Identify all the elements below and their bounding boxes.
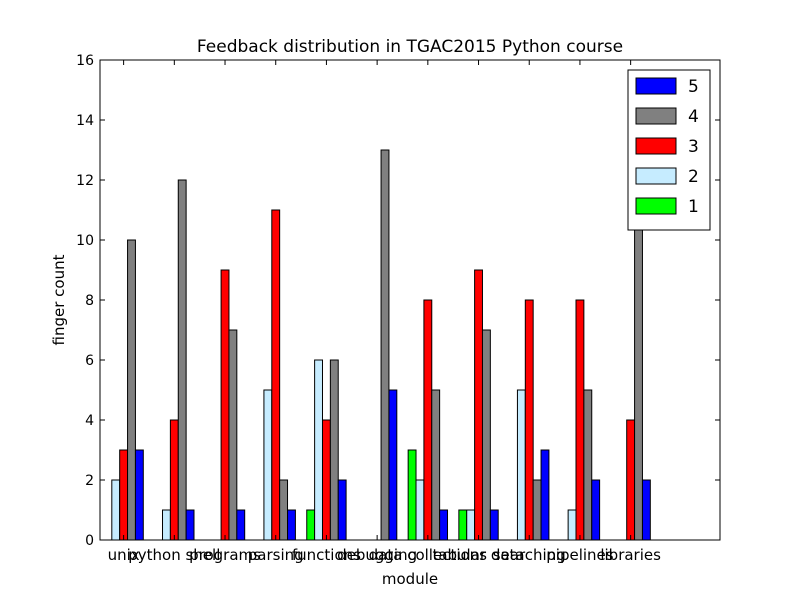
bar-series-2-searching — [516, 389, 526, 541]
legend-label-4: 4 — [688, 107, 699, 127]
bar-series-1-functions — [306, 509, 316, 541]
bar-series-5-libraries — [641, 479, 651, 541]
x-tick-label: searching — [493, 546, 566, 564]
y-tick-label: 6 — [85, 353, 94, 369]
y-tick-label: 16 — [76, 53, 94, 69]
bar-series-4-pipelines — [583, 389, 593, 541]
x-tick-label: python shell — [128, 546, 220, 564]
x-tick-label: parsing — [248, 546, 304, 564]
bar-series-2-pipelines — [567, 509, 577, 541]
bar-series-4-searching — [532, 479, 542, 541]
legend-swatch-1 — [635, 197, 677, 215]
y-tick-label: 2 — [85, 473, 94, 489]
bar-series-3-tabular-data — [474, 269, 483, 541]
bar-series-4-debugging — [380, 149, 390, 541]
legend-label-5: 5 — [688, 77, 699, 97]
x-tick-label: programs — [189, 546, 261, 564]
y-tick-label: 14 — [76, 113, 94, 129]
chart-title: Feedback distribution in TGAC2015 Python… — [197, 37, 623, 57]
x-tick-label: unix — [108, 546, 140, 564]
bar-series-5-parsing — [287, 509, 296, 541]
bar-series-5-debugging — [388, 389, 398, 541]
bar-series-5-pipelines — [591, 479, 601, 541]
bar-series-5-python-shell — [185, 509, 195, 541]
y-tick-label: 4 — [85, 413, 94, 429]
bar-series-2-data-collections — [415, 479, 425, 541]
y-axis-label: finger count — [50, 254, 68, 345]
bar-series-1-tabular-data — [458, 509, 468, 541]
x-axis-label: module — [382, 570, 438, 588]
legend-label-2: 2 — [688, 167, 699, 187]
bar-series-3-searching — [524, 299, 534, 541]
bar-series-3-libraries — [626, 419, 636, 541]
bar-series-3-functions — [321, 419, 331, 541]
bar-series-4-unix — [127, 239, 136, 541]
bar-series-3-python-shell — [169, 419, 179, 541]
x-tick-label: data collections — [369, 546, 488, 564]
bar-series-2-python-shell — [162, 509, 171, 541]
bar-series-4-libraries — [634, 209, 643, 541]
bar-series-4-python-shell — [177, 179, 187, 541]
bar-series-3-parsing — [271, 209, 281, 541]
bar-series-2-functions — [314, 359, 323, 541]
bars-group — [111, 149, 651, 541]
legend-swatch-4 — [635, 107, 677, 125]
legend-label-3: 3 — [688, 137, 699, 157]
bar-series-4-functions — [329, 359, 339, 541]
y-tick-label: 10 — [76, 233, 94, 249]
y-tick-label: 8 — [85, 293, 94, 309]
x-tick-label: pipelines — [546, 546, 614, 564]
legend-swatch-3 — [635, 137, 677, 155]
bar-series-4-tabular-data — [481, 329, 491, 541]
bar-series-2-unix — [111, 479, 121, 541]
bar-series-5-data-collections — [439, 509, 449, 541]
legend-label-1: 1 — [688, 197, 699, 217]
bar-series-5-unix — [134, 449, 144, 541]
bar-series-5-searching — [540, 449, 550, 541]
bar-series-3-pipelines — [575, 299, 585, 541]
bar-series-3-programs — [220, 269, 230, 541]
x-tick-label: tabular data — [432, 546, 524, 564]
bar-series-4-programs — [228, 329, 238, 541]
bar-series-5-programs — [236, 509, 246, 541]
bar-series-5-functions — [337, 479, 347, 541]
bar-series-4-parsing — [279, 479, 289, 541]
y-tick-label: 12 — [76, 173, 94, 189]
bar-series-2-parsing — [263, 389, 273, 541]
bar-series-1-data-collections — [407, 449, 417, 541]
legend-swatch-5 — [635, 77, 677, 95]
x-tick-label: debugging — [337, 546, 417, 564]
bar-series-5-tabular-data — [489, 509, 499, 541]
x-tick-label: libraries — [600, 546, 661, 564]
bar-series-3-data-collections — [423, 299, 433, 541]
y-tick-label: 0 — [85, 533, 94, 549]
legend-swatch-2 — [635, 167, 677, 185]
legend: 5 4 3 2 1 — [627, 69, 711, 231]
x-tick-label: functions — [292, 546, 361, 564]
bar-series-2-tabular-data — [466, 509, 476, 541]
bar-series-3-unix — [119, 449, 129, 541]
bar-series-4-data-collections — [431, 389, 441, 541]
